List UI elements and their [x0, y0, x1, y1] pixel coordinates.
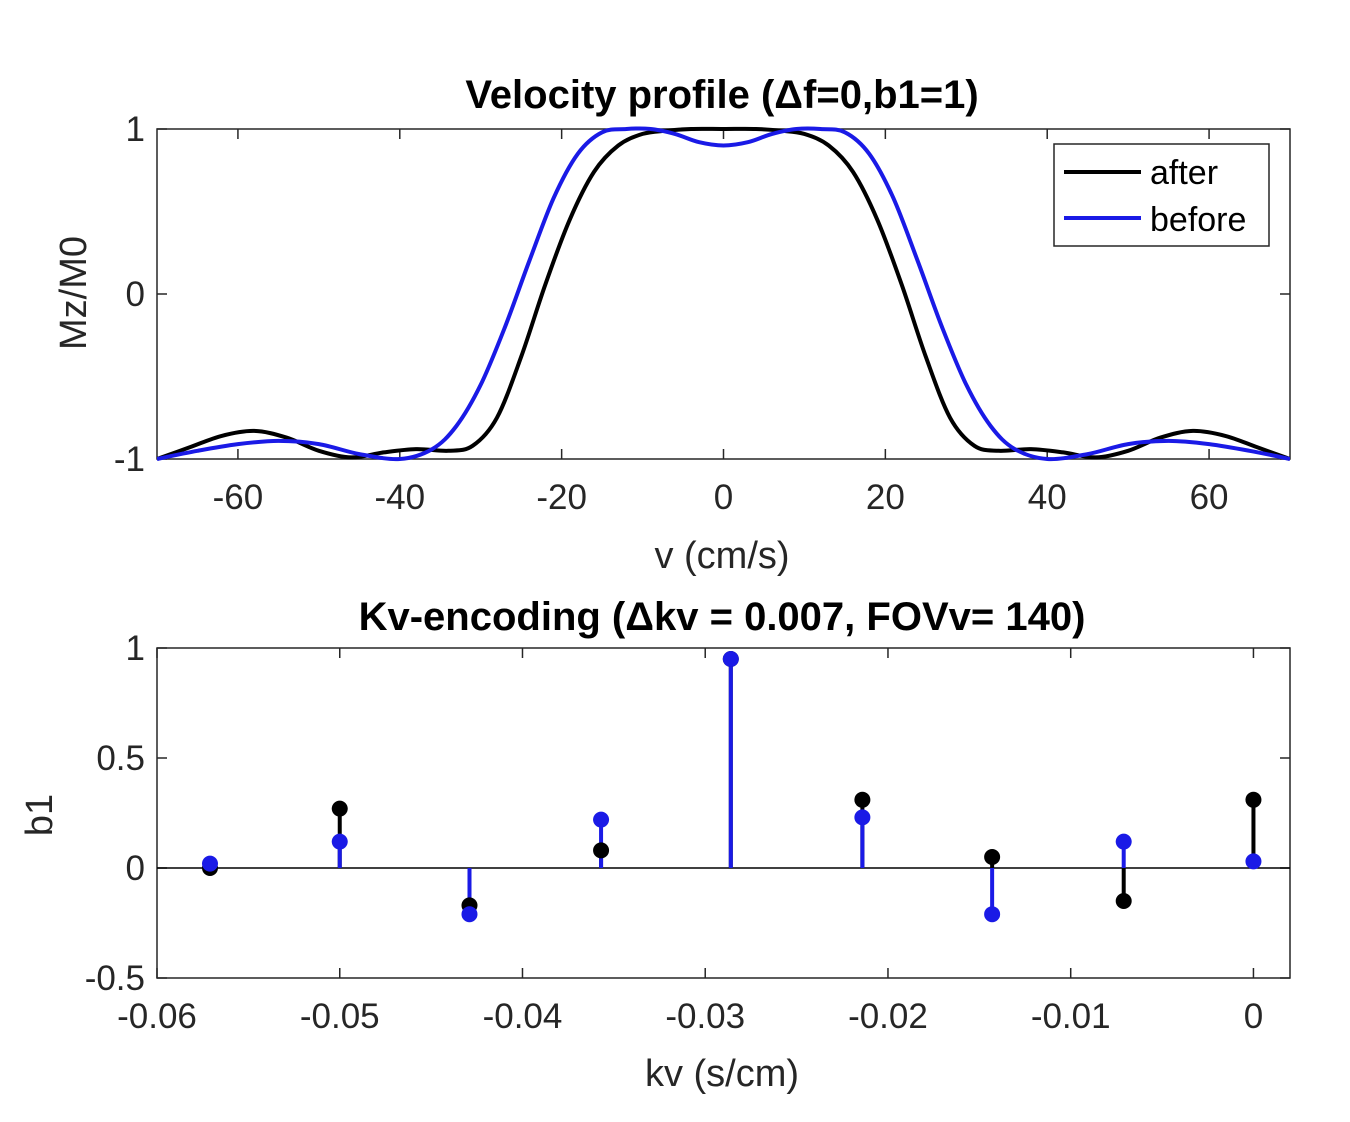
- series-line-before: [157, 126, 1290, 462]
- kv-encoding-ytick-label: 1: [126, 629, 145, 668]
- velocity-profile-ylabel: Mz/M0: [53, 236, 95, 350]
- velocity-profile-xtick-label: 60: [1190, 478, 1229, 517]
- velocity-profile-xtick-label: -60: [213, 478, 264, 517]
- velocity-profile-title: Velocity profile (Δf=0,b1=1): [465, 73, 978, 117]
- stem-marker-after: [1115, 893, 1132, 909]
- stem-marker-after: [331, 800, 348, 817]
- series-line-after: [157, 126, 1290, 461]
- kv-encoding-ytick-label: 0: [126, 849, 145, 888]
- kv-encoding-ytick-label: -0.5: [85, 959, 145, 998]
- stem-marker-before: [331, 833, 348, 850]
- legend-before-label: before: [1150, 201, 1246, 239]
- kv-encoding-axes: Kv-encoding (Δkv = 0.007, FOVv= 140) kv …: [19, 595, 1291, 1095]
- stem-marker-after: [593, 842, 610, 859]
- velocity-profile-xtick-label: 20: [866, 478, 905, 517]
- kv-encoding-plot-area: -0.06 -0.05 -0.04 -0.03 -0.02 -0.01 0 -0.5 0 0.5 1: [85, 629, 1291, 1036]
- stem-marker-before: [984, 906, 1001, 923]
- kv-encoding-ytick-label: 0.5: [96, 739, 145, 778]
- stem-marker-before: [854, 809, 871, 826]
- kv-encoding-xtick-label: -0.05: [300, 997, 380, 1036]
- kv-encoding-xtick-label: 0: [1244, 997, 1263, 1036]
- velocity-profile-ytick-label: 0: [126, 275, 145, 314]
- stem-marker-after: [984, 849, 1001, 865]
- velocity-profile-axes: Velocity profile (Δf=0,b1=1) v (cm/s) Mz…: [53, 73, 1291, 577]
- stem-marker-before: [461, 906, 478, 923]
- velocity-profile-ytick-label: -1: [114, 440, 145, 479]
- velocity-profile-xtick-label: -40: [374, 478, 425, 517]
- kv-encoding-xtick-label: -0.03: [665, 997, 745, 1036]
- stem-marker-before: [722, 651, 739, 667]
- kv-encoding-xtick-label: -0.04: [483, 997, 563, 1036]
- stem-marker-before: [1115, 833, 1132, 850]
- kv-encoding-xtick-label: -0.01: [1031, 997, 1111, 1036]
- stem-marker-before: [593, 811, 610, 828]
- kv-encoding-frame: [156, 647, 1291, 979]
- kv-encoding-title: Kv-encoding (Δkv = 0.007, FOVv= 140): [359, 595, 1086, 639]
- stem-marker-after: [854, 791, 871, 808]
- stem-marker-before: [1245, 853, 1262, 870]
- legend-box: [1053, 143, 1270, 247]
- legend: after before: [1053, 143, 1270, 247]
- kv-encoding-ylabel: b1: [19, 794, 61, 836]
- stem-marker-after: [1245, 791, 1262, 808]
- kv-encoding-xlabel: kv (s/cm): [645, 1053, 799, 1095]
- kv-encoding-xtick-label: -0.02: [848, 997, 928, 1036]
- velocity-profile-xlabel: v (cm/s): [654, 535, 789, 577]
- velocity-profile-xtick-label: 40: [1028, 478, 1067, 517]
- legend-after-label: after: [1150, 154, 1218, 192]
- velocity-profile-xtick-label: 0: [714, 478, 733, 517]
- kv-encoding-xtick-label: -0.06: [117, 997, 197, 1036]
- velocity-profile-xtick-label: -20: [536, 478, 587, 517]
- velocity-profile-ytick-label: 1: [126, 110, 145, 149]
- stem-marker-before: [201, 855, 218, 872]
